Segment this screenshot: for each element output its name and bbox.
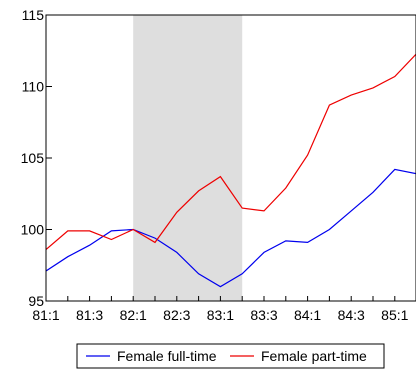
x-tick-label: 84:3 [338, 307, 365, 323]
x-tick-label: 82:1 [120, 307, 147, 323]
series-line-1 [46, 168, 416, 288]
y-tick-label: 100 [21, 222, 45, 238]
shaded-period [133, 15, 243, 301]
x-tick-label: 81:3 [76, 307, 103, 323]
legend: Female full-time Female part-time [76, 343, 385, 369]
x-tick-label: 83:1 [207, 307, 234, 323]
x-tick-label: 84:1 [294, 307, 321, 323]
x-tick-label: 83:3 [250, 307, 277, 323]
y-tick-label: 105 [21, 150, 45, 166]
y-tick-label: 115 [22, 7, 45, 23]
y-tick-label: 110 [22, 79, 45, 95]
legend-label-1: Female full-time [117, 348, 217, 364]
x-tick-label: 81:1 [32, 307, 59, 323]
x-tick-label: 85:1 [381, 307, 408, 323]
legend-label-2: Female part-time [261, 348, 367, 364]
y-tick-label: 95 [28, 293, 44, 309]
x-tick-label: 82:3 [163, 307, 190, 323]
series-line-2 [46, 53, 416, 250]
